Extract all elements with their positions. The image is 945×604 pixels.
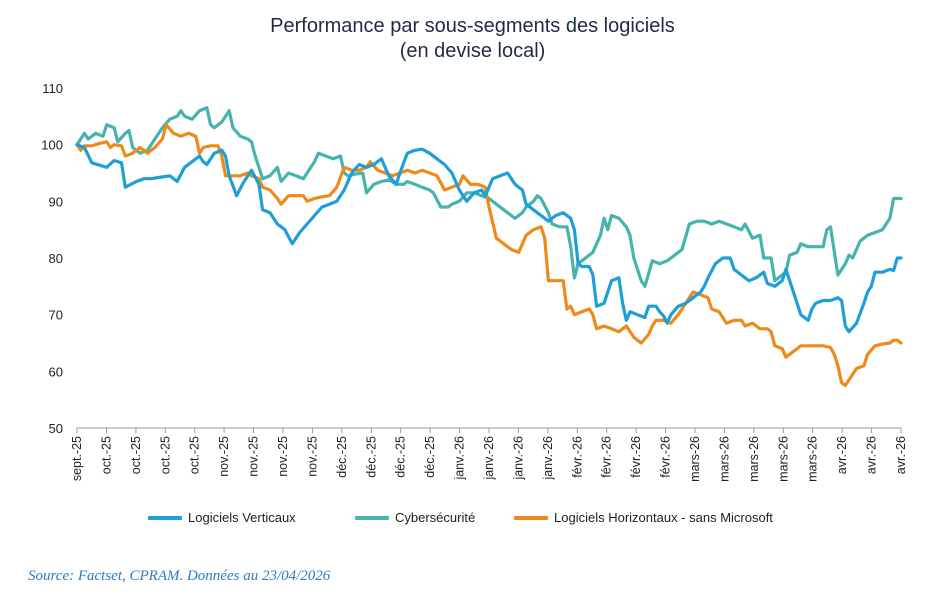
x-tick-label: févr.-26 bbox=[570, 436, 584, 478]
x-tick-label: févr.-26 bbox=[629, 436, 643, 478]
legend-label-horizontaux: Logiciels Horizontaux - sans Microsoft bbox=[554, 510, 773, 525]
y-tick-label: 100 bbox=[41, 138, 63, 153]
legend-item-horizontaux: Logiciels Horizontaux - sans Microsoft bbox=[514, 510, 773, 525]
y-tick-label: 90 bbox=[49, 194, 63, 209]
axes: 50 60 70 80 90 100 110 sept.-25 oct.-25 oct.-25 oc… bbox=[41, 81, 908, 482]
legend-label-verticaux: Logiciels Verticaux bbox=[188, 510, 296, 525]
x-tick-label: avr.-26 bbox=[835, 436, 849, 474]
legend-swatch-verticaux bbox=[148, 515, 182, 520]
x-tick-label: avr.-26 bbox=[865, 436, 879, 474]
x-tick-label: nov.-25 bbox=[276, 436, 290, 477]
chart-title: Performance par sous-segments des logici… bbox=[0, 14, 945, 64]
x-tick-label: mars-26 bbox=[776, 436, 790, 482]
legend-swatch-horizontaux bbox=[514, 515, 548, 520]
legend: Logiciels Verticaux Cybersécurité Logici… bbox=[0, 510, 945, 530]
x-tick-label: mars-26 bbox=[688, 436, 702, 482]
x-tick-label: oct.-25 bbox=[129, 436, 143, 474]
y-tick-label: 70 bbox=[49, 308, 63, 323]
x-tick-label: févr.-26 bbox=[659, 436, 673, 478]
y-tick-label: 60 bbox=[49, 364, 63, 379]
x-tick-label: oct.-25 bbox=[158, 436, 172, 474]
x-tick-label: nov.-25 bbox=[305, 436, 319, 477]
chart-title-line2: (en devise local) bbox=[399, 40, 546, 62]
source-note: Source: Factset, CPRAM. Données au 23/04… bbox=[28, 568, 331, 584]
x-tick-label: oct.-25 bbox=[188, 436, 202, 474]
legend-item-verticaux: Logiciels Verticaux bbox=[148, 510, 296, 525]
x-tick-label: nov.-25 bbox=[217, 436, 231, 477]
x-tick-label: déc.-25 bbox=[423, 436, 437, 478]
series-line-verticaux bbox=[75, 143, 903, 334]
legend-item-cyber: Cybersécurité bbox=[355, 510, 475, 525]
x-tick-label: janv.-26 bbox=[453, 436, 467, 481]
series-line-cyber bbox=[75, 106, 903, 288]
x-tick-label: janv.-26 bbox=[541, 436, 555, 481]
series-line-horizontaux bbox=[75, 123, 903, 388]
x-tick-label: janv.-26 bbox=[511, 436, 525, 481]
legend-label-cyber: Cybersécurité bbox=[395, 510, 476, 525]
y-tick-label: 80 bbox=[49, 251, 63, 266]
x-tick-label: févr.-26 bbox=[600, 436, 614, 478]
x-tick-label: oct.-25 bbox=[99, 436, 113, 474]
x-tick-label: nov.-25 bbox=[247, 436, 261, 477]
series-lines bbox=[75, 106, 903, 388]
x-tick-label: sept.-25 bbox=[70, 436, 84, 481]
y-tick-label: 110 bbox=[42, 81, 63, 96]
chart-title-line1: Performance par sous-segments des logici… bbox=[270, 15, 675, 37]
legend-swatch-cyber bbox=[355, 515, 389, 520]
x-tick-label: mars-26 bbox=[747, 436, 761, 482]
y-tick-label: 50 bbox=[49, 421, 63, 436]
x-tick-label: avr.-26 bbox=[894, 436, 908, 474]
x-tick-label: mars-26 bbox=[717, 436, 731, 482]
x-tick-label: déc.-25 bbox=[335, 436, 349, 478]
x-tick-label: janv.-26 bbox=[482, 436, 496, 481]
x-tick-label: déc.-25 bbox=[394, 436, 408, 478]
x-tick-label: mars-26 bbox=[806, 436, 820, 482]
x-tick-label: déc.-25 bbox=[364, 436, 378, 478]
